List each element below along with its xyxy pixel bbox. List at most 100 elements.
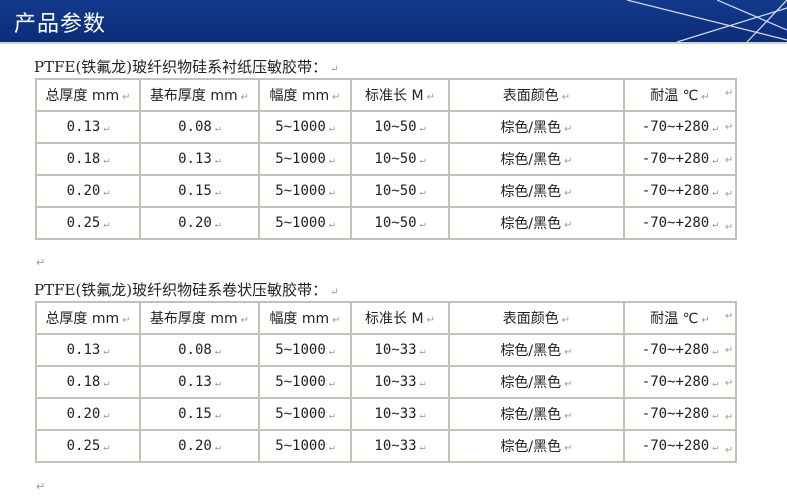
cell-text: 棕色/黑色 <box>500 152 562 168</box>
column-header: 总厚度 mm ↵ <box>35 78 141 112</box>
cell-text: 10~33 <box>374 374 417 390</box>
cell-text: -70~+280 <box>641 374 710 390</box>
table-row: 0.20 ↵ 0.15 ↵ 5~1000 ↵ 10~50 ↵ 棕色/黑色 ↵ -70~+280 ↵ <box>35 174 737 208</box>
paragraph-mark: ↵ <box>103 219 110 230</box>
cell-text: 棕色/黑色 <box>500 216 562 232</box>
table-cell: 5~1000 ↵ <box>258 333 352 367</box>
table-cell: 5~1000 ↵ <box>258 174 352 208</box>
cell-text: 5~1000 <box>275 406 326 422</box>
header-banner: 产品参数 <box>0 0 787 44</box>
paragraph-mark: ↵ <box>214 219 221 230</box>
decorative-lines-icon <box>626 0 787 42</box>
paragraph-mark: ↵ <box>564 347 573 358</box>
cell-text: 0.08 <box>178 342 212 358</box>
paragraph-mark: ↵ <box>561 315 571 326</box>
table-cell: 棕色/黑色 ↵ <box>448 365 625 399</box>
cell-text: 总厚度 mm <box>45 88 120 104</box>
table-cell: 0.08 ↵ <box>139 333 260 367</box>
paragraph-mark: ↵ <box>561 92 571 103</box>
table-cell: 5~1000 ↵ <box>258 397 352 431</box>
cell-text: 5~1000 <box>275 119 326 135</box>
table-cell: 棕色/黑色 ↵ <box>448 110 625 144</box>
column-header: 幅度 mm ↵ <box>258 301 352 335</box>
table-cell: -70~+280 ↵ <box>623 365 737 399</box>
cell-text: 0.15 <box>178 183 212 199</box>
cell-text: 10~50 <box>374 183 417 199</box>
paragraph-mark: ↵ <box>332 92 341 103</box>
table-row: 0.20 ↵ 0.15 ↵ 5~1000 ↵ 10~33 ↵ 棕色/黑色 ↵ -70~+280 ↵ <box>35 397 737 431</box>
paragraph-mark: ↵ <box>419 346 426 357</box>
cell-text: -70~+280 <box>641 183 710 199</box>
table-cell: 0.13 ↵ <box>35 333 141 367</box>
paragraph-mark: ↵ <box>328 123 335 134</box>
cell-text: 0.13 <box>66 342 101 358</box>
table-cell: 棕色/黑色 ↵ <box>448 333 625 367</box>
cell-text: 基布厚度 mm <box>149 88 238 104</box>
table-cell: 10~33 ↵ <box>350 429 450 463</box>
paragraph-mark: ↵ <box>214 378 221 389</box>
cell-text: 耐温 ℃ <box>650 311 699 327</box>
paragraph-mark: ↵ <box>419 219 426 230</box>
paragraph-mark: ↵ <box>564 188 573 199</box>
paragraph-mark: ↵ <box>103 442 110 453</box>
table-cell: 0.20 ↵ <box>35 397 141 431</box>
paragraph-mark: ↵ <box>122 315 131 326</box>
paragraph-mark: ↵ <box>712 410 719 421</box>
paragraph-mark: ↵ <box>103 378 110 389</box>
cell-text: -70~+280 <box>641 119 710 135</box>
table-cell: 0.25 ↵ <box>35 206 141 240</box>
cell-text: 棕色/黑色 <box>500 375 562 391</box>
paragraph-mark: ↵ <box>214 442 221 453</box>
paragraph-mark: ↵ <box>712 155 719 166</box>
cell-text: 棕色/黑色 <box>500 343 562 359</box>
cell-text: 10~50 <box>374 215 417 231</box>
cell-text: 10~50 <box>374 119 417 135</box>
table-cell: 棕色/黑色 ↵ <box>448 142 625 176</box>
cell-text: 10~50 <box>374 151 417 167</box>
table-2-caption: PTFE(铁氟龙)玻纤织物硅系卷状压敏胶带： ↵ <box>34 281 339 299</box>
table-cell: 0.25 ↵ <box>35 429 141 463</box>
paragraph-mark: ↵ <box>725 188 734 200</box>
cell-text: 5~1000 <box>275 374 326 390</box>
cell-text: 10~33 <box>374 438 417 454</box>
cell-text: -70~+280 <box>641 406 710 422</box>
cell-text: 总厚度 mm <box>45 311 120 327</box>
paragraph-mark: ↵ <box>240 92 250 103</box>
cell-text: 表面颜色 <box>502 311 559 327</box>
table-cell: 0.08 ↵ <box>139 110 260 144</box>
cell-text: 0.08 <box>178 119 212 135</box>
column-header: 表面颜色 ↵ <box>448 78 625 112</box>
table-cell: 0.18 ↵ <box>35 365 141 399</box>
paragraph-mark: ↵ <box>426 92 435 103</box>
cell-text: 耐温 ℃ <box>650 88 699 104</box>
paragraph-mark: ↵ <box>103 410 110 421</box>
cell-text: 5~1000 <box>275 183 326 199</box>
paragraph-mark: ↵ <box>328 378 335 389</box>
paragraph-mark: ↵ <box>328 155 335 166</box>
cell-text: -70~+280 <box>641 215 710 231</box>
table-cell: 0.13 ↵ <box>35 110 141 144</box>
table-cell: 0.13 ↵ <box>139 142 260 176</box>
table-cell: 0.15 ↵ <box>139 174 260 208</box>
paragraph-mark: ↵ <box>332 315 341 326</box>
paragraph-mark: ↵ <box>564 411 573 422</box>
table-row: 0.13 ↵ 0.08 ↵ 5~1000 ↵ 10~50 ↵ 棕色/黑色 ↵ -70~+280 ↵ <box>35 110 737 144</box>
paragraph-mark: ↵ <box>36 256 46 269</box>
table-cell: 棕色/黑色 ↵ <box>448 206 625 240</box>
cell-text: 标准长 M <box>365 88 424 104</box>
paragraph-mark: ↵ <box>328 187 335 198</box>
column-header: 耐温 ℃ ↵ <box>623 301 737 335</box>
table-cell: 10~33 ↵ <box>350 397 450 431</box>
paragraph-mark: ↵ <box>214 346 221 357</box>
paragraph-mark: ↵ <box>214 410 221 421</box>
paragraph-mark: ↵ <box>426 315 435 326</box>
paragraph-mark: ↵ <box>712 219 719 230</box>
cell-text: 0.18 <box>66 374 101 390</box>
paragraph-mark: ↵ <box>564 220 573 231</box>
paragraph-mark: ↵ <box>103 187 110 198</box>
table-cell: -70~+280 ↵ <box>623 142 737 176</box>
paragraph-mark: ↵ <box>328 346 335 357</box>
paragraph-mark: ↵ <box>36 480 46 493</box>
table-cell: -70~+280 ↵ <box>623 397 737 431</box>
paragraph-mark: ↵ <box>701 315 710 326</box>
